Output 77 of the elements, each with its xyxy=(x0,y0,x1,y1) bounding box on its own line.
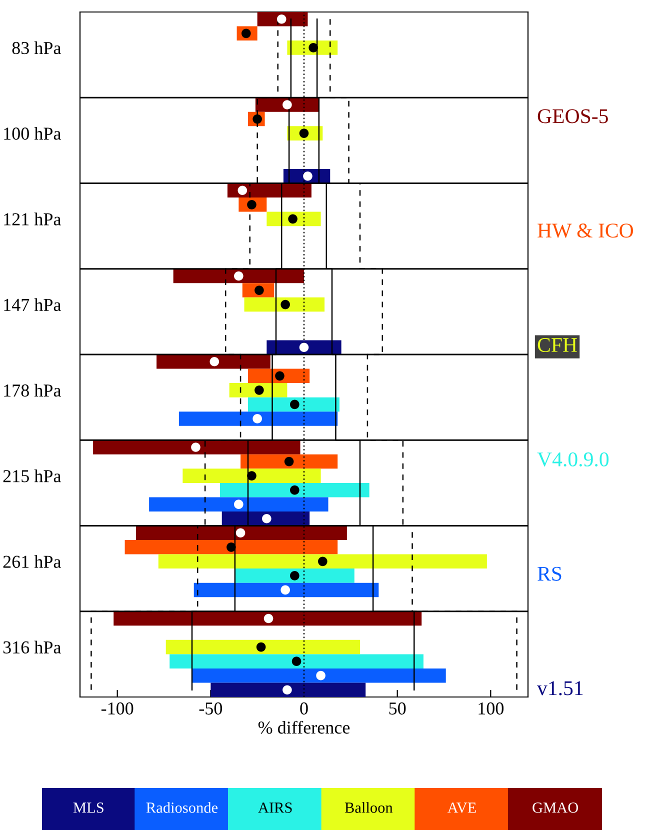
bar xyxy=(156,354,270,369)
point xyxy=(290,400,300,410)
category-label: AVE xyxy=(447,802,476,813)
bar xyxy=(166,640,360,654)
bar xyxy=(93,440,300,454)
x-tick-label: -100 xyxy=(101,702,134,715)
point xyxy=(284,456,294,466)
x-tick-label: 50 xyxy=(389,702,406,715)
category-label: Balloon xyxy=(344,802,393,813)
bar xyxy=(149,497,328,512)
point xyxy=(254,386,264,395)
point xyxy=(238,186,248,196)
bar xyxy=(234,568,354,583)
x-tick-label: 100 xyxy=(478,702,504,715)
point xyxy=(226,542,236,552)
point xyxy=(318,556,328,566)
point xyxy=(234,271,244,281)
bar xyxy=(158,554,487,569)
y-tick-label: 121 hPa xyxy=(4,212,62,226)
point xyxy=(252,414,262,424)
point xyxy=(308,43,318,52)
point xyxy=(256,642,266,652)
point xyxy=(299,342,309,352)
text: RS xyxy=(538,566,562,581)
y-tick-label: 261 hPa xyxy=(3,555,62,568)
category-label: Radiosonde xyxy=(146,802,218,813)
y-tick-label: 83 hPa xyxy=(12,41,62,54)
point xyxy=(264,614,274,624)
bar xyxy=(170,654,424,668)
x-tick-label: 0 xyxy=(300,702,308,715)
text: GEOS-5 xyxy=(538,109,608,124)
point xyxy=(262,514,272,524)
bar xyxy=(266,340,342,354)
bar xyxy=(244,297,325,312)
y-tick-label: 147 hPa xyxy=(4,298,62,311)
point xyxy=(210,356,220,366)
point xyxy=(290,485,300,495)
bar xyxy=(220,482,370,498)
bar xyxy=(136,526,347,540)
point xyxy=(276,14,286,24)
text: CFH xyxy=(538,338,577,352)
point xyxy=(292,656,302,666)
point xyxy=(275,371,284,381)
y-tick-label: 100 hPa xyxy=(4,127,62,140)
y-tick-label: 215 hPa xyxy=(3,470,62,482)
text: V4.0.9.0 xyxy=(537,452,609,467)
category-label: GMAO xyxy=(532,802,578,813)
point xyxy=(282,100,292,110)
point xyxy=(288,214,298,224)
point xyxy=(191,442,200,452)
category-label: MLS xyxy=(73,802,104,813)
point xyxy=(316,670,326,680)
bar xyxy=(182,468,321,483)
point xyxy=(234,500,244,510)
point xyxy=(282,685,292,695)
point xyxy=(280,585,290,595)
point xyxy=(290,571,300,580)
bar xyxy=(222,511,310,526)
point xyxy=(236,528,246,538)
bar xyxy=(124,540,338,554)
bar xyxy=(173,268,304,284)
text: v1.51 xyxy=(537,681,583,696)
bar xyxy=(240,454,338,469)
bar xyxy=(192,668,446,683)
point xyxy=(280,300,290,310)
x-axis-title: % difference xyxy=(258,720,350,734)
text: HW & ICO xyxy=(538,224,633,238)
bar xyxy=(194,582,379,598)
category-label: AIRS xyxy=(258,802,292,813)
point xyxy=(247,471,256,480)
y-tick-label: 178 hPa xyxy=(4,384,62,397)
bar xyxy=(210,682,366,697)
x-tick-label: -50 xyxy=(199,702,222,715)
bar xyxy=(266,212,321,226)
y-tick-label: 316 hPa xyxy=(3,640,62,654)
point xyxy=(303,171,312,181)
bar xyxy=(114,611,422,626)
